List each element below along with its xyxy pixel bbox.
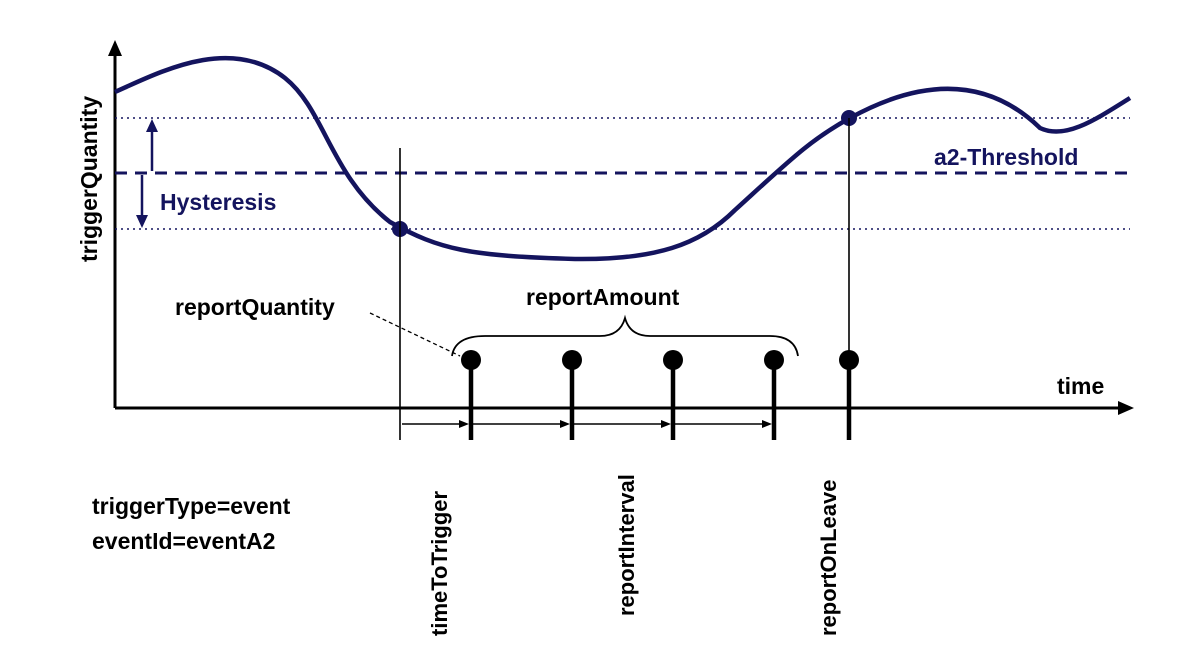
report-marker: [839, 350, 859, 370]
periodic-report-2: [562, 350, 582, 440]
y-axis-label: triggerQuantity: [76, 96, 102, 262]
hysteresis-up-arrowhead: [146, 119, 158, 132]
arrowhead: [459, 420, 469, 428]
report-interval-label: reportInterval: [614, 474, 639, 616]
hysteresis-down-arrowhead: [136, 215, 148, 228]
periodic-report-4: [764, 350, 784, 440]
arrowhead: [762, 420, 772, 428]
arrowhead: [560, 420, 570, 428]
hysteresis-arrows: [136, 119, 158, 228]
x-axis-label: time: [1057, 373, 1104, 399]
interval-arrows: [402, 420, 772, 428]
arrowhead: [661, 420, 671, 428]
trigger-quantity-curve: [114, 55, 1132, 262]
report-amount-label: reportAmount: [526, 284, 680, 310]
report-marker: [461, 350, 481, 370]
y-axis-arrowhead: [108, 40, 122, 56]
time-to-trigger-label: timeToTrigger: [427, 491, 452, 636]
threshold-label: a2-Threshold: [934, 144, 1078, 170]
report-quantity-label: reportQuantity: [175, 294, 335, 320]
report-marker: [663, 350, 683, 370]
periodic-report-1: [461, 350, 481, 440]
report-amount-brace: [451, 314, 799, 357]
x-axis-arrowhead: [1118, 401, 1134, 415]
hysteresis-label: Hysteresis: [160, 189, 276, 215]
event-id-text: eventId=eventA2: [92, 528, 275, 554]
axes: [108, 40, 1134, 415]
leave-report: [839, 350, 859, 440]
report-quantity-pointer: [369, 312, 461, 357]
report-marker: [764, 350, 784, 370]
periodic-report-3: [663, 350, 683, 440]
report-marker: [562, 350, 582, 370]
trigger-type-text: triggerType=event: [92, 493, 291, 519]
threshold-lines: [115, 117, 1130, 230]
report-on-leave-label: reportOnLeave: [816, 480, 841, 637]
